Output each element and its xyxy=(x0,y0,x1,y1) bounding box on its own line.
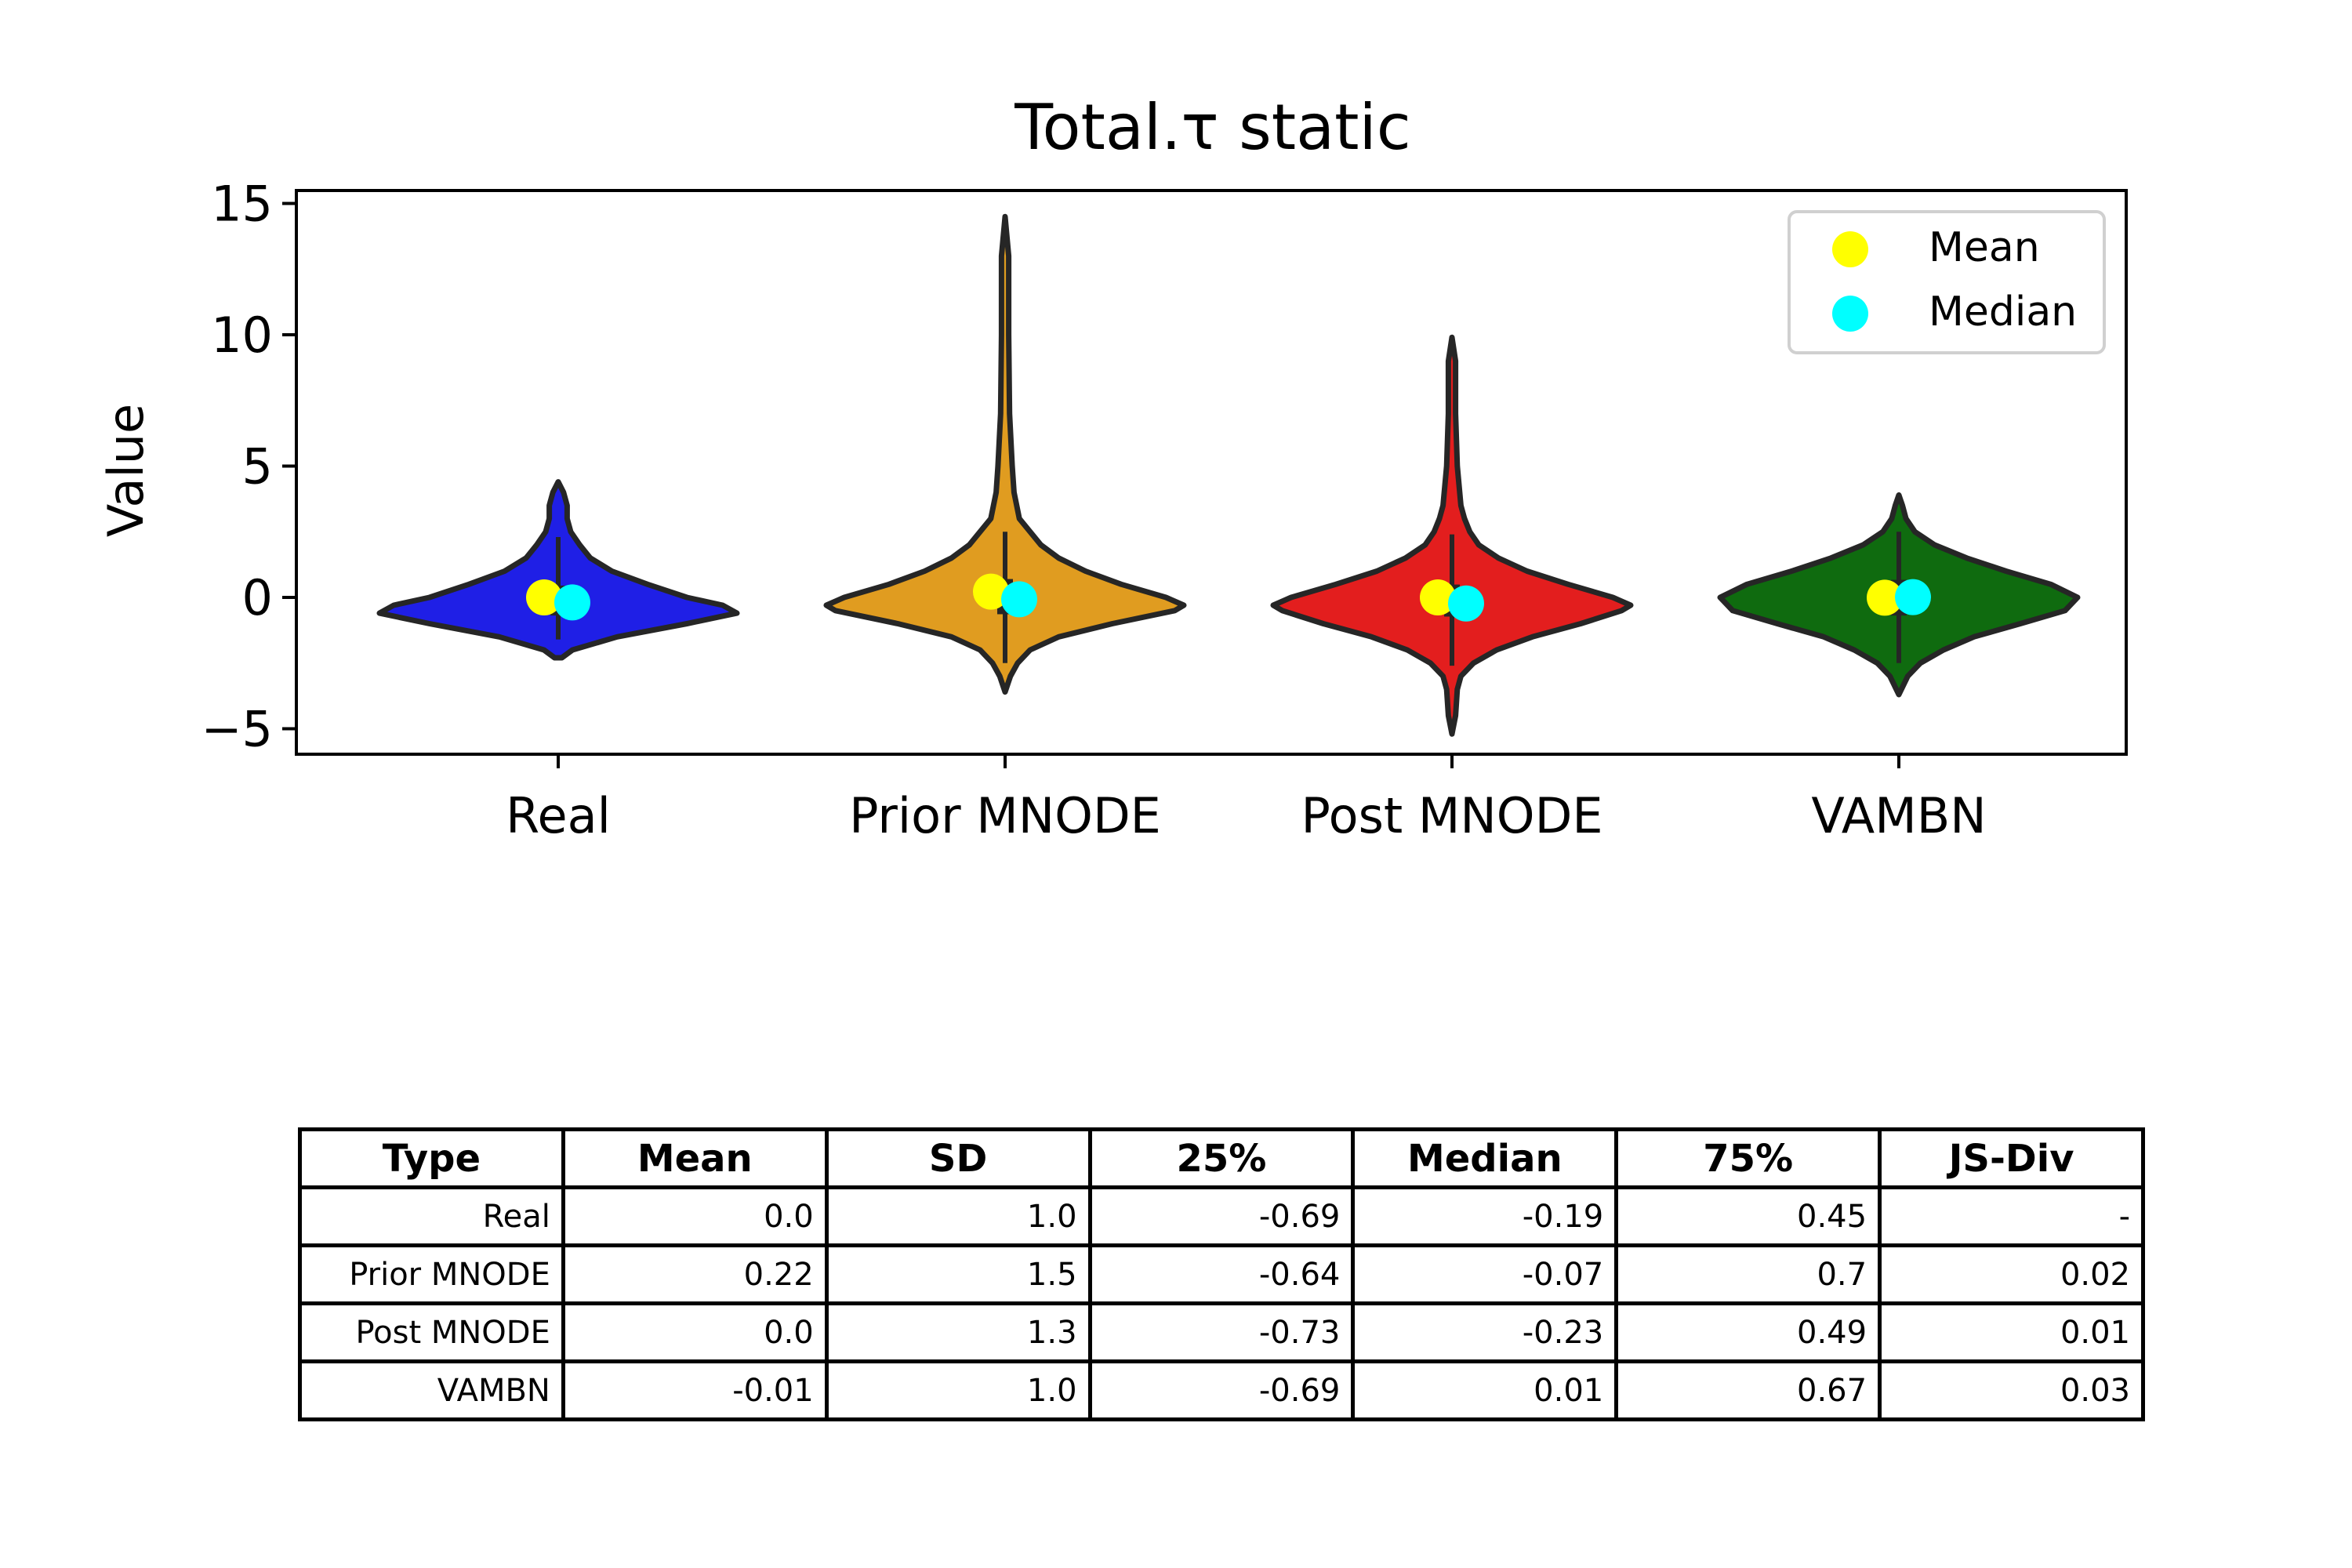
plot-area-frame xyxy=(295,189,2128,756)
header-q75: 75% xyxy=(1614,1127,1882,1189)
legend-median-marker xyxy=(1832,296,1868,332)
cell-mean: 0.0 xyxy=(561,1185,829,1247)
header-type: Type xyxy=(298,1127,565,1189)
cell-mean: 0.22 xyxy=(561,1243,829,1305)
cell-js-div: 0.01 xyxy=(1878,1301,2145,1363)
median-marker xyxy=(554,584,590,621)
header-js-div: JS-Div xyxy=(1878,1127,2145,1189)
mean-marker xyxy=(1420,579,1456,615)
median-marker xyxy=(1448,585,1484,622)
violin-body xyxy=(823,213,1187,695)
y-axis-label: Value xyxy=(97,404,154,537)
mean-marker xyxy=(973,573,1009,610)
cell-sd: 1.3 xyxy=(824,1301,1092,1363)
y-tick-label: 0 xyxy=(242,569,273,626)
cell-q75: 0.67 xyxy=(1614,1359,1882,1421)
cell-q25: -0.73 xyxy=(1087,1301,1356,1363)
cell-type: Prior MNODE xyxy=(298,1243,565,1305)
violin-prior-mnode xyxy=(823,213,1187,695)
cell-mean: -0.01 xyxy=(561,1359,829,1421)
cell-sd: 1.0 xyxy=(824,1359,1092,1421)
cell-q75: 0.45 xyxy=(1614,1185,1882,1247)
cell-js-div: 0.03 xyxy=(1878,1359,2145,1421)
cell-q25: -0.69 xyxy=(1087,1359,1356,1421)
x-tick-label: VAMBN xyxy=(1811,787,1986,844)
cell-mean: 0.0 xyxy=(561,1301,829,1363)
violin-chart: Total.τ static Value 15 10 5 0 −5 Real Prior M… xyxy=(97,91,2128,844)
violin-vambn xyxy=(1717,492,2081,698)
cell-q75: 0.49 xyxy=(1614,1301,1882,1363)
cell-median: 0.01 xyxy=(1351,1359,1619,1421)
x-tick-label: Post MNODE xyxy=(1301,787,1602,844)
cell-median: -0.19 xyxy=(1351,1185,1619,1247)
cell-js-div: 0.02 xyxy=(1878,1243,2145,1305)
y-tick-label: 5 xyxy=(242,438,273,495)
y-tick-label: −5 xyxy=(201,701,273,758)
cell-js-div: - xyxy=(1878,1185,2145,1247)
cell-type: Real xyxy=(298,1185,565,1247)
table-row: Post MNODE 0.0 1.3 -0.73 -0.23 0.49 0.01 xyxy=(298,1301,2145,1363)
table-row: Prior MNODE 0.22 1.5 -0.64 -0.07 0.7 0.0… xyxy=(298,1243,2145,1305)
header-mean: Mean xyxy=(561,1127,829,1189)
header-median: Median xyxy=(1351,1127,1619,1189)
cell-q75: 0.7 xyxy=(1614,1243,1882,1305)
legend-mean-label: Mean xyxy=(1929,224,2040,271)
cell-type: Post MNODE xyxy=(298,1301,565,1363)
mean-marker xyxy=(1867,579,1903,616)
cell-median: -0.07 xyxy=(1351,1243,1619,1305)
x-tick-label: Prior MNODE xyxy=(849,787,1161,844)
legend-mean-marker xyxy=(1832,231,1868,267)
table-row: VAMBN -0.01 1.0 -0.69 0.01 0.67 0.03 xyxy=(298,1359,2145,1421)
chart-title: Total.τ static xyxy=(1014,91,1411,164)
cell-sd: 1.5 xyxy=(824,1243,1092,1305)
median-marker xyxy=(1895,579,1931,615)
x-tick-label: Real xyxy=(506,787,611,844)
legend-median-label: Median xyxy=(1929,289,2077,336)
cell-type: VAMBN xyxy=(298,1359,565,1421)
cell-q25: -0.69 xyxy=(1087,1185,1356,1247)
cell-sd: 1.0 xyxy=(824,1185,1092,1247)
legend: Mean Median xyxy=(1788,210,2106,354)
table-header-row: Type Mean SD 25% Median 75% JS-Div xyxy=(298,1127,2145,1189)
stats-table: Type Mean SD 25% Median 75% JS-Div Real … xyxy=(298,1127,2145,1421)
mean-marker xyxy=(526,579,562,615)
header-sd: SD xyxy=(824,1127,1092,1189)
median-marker xyxy=(1001,581,1037,618)
table-row: Real 0.0 1.0 -0.69 -0.19 0.45 - xyxy=(298,1185,2145,1247)
violin-real xyxy=(376,479,740,661)
y-tick-label: 10 xyxy=(211,307,273,364)
violin-post-mnode xyxy=(1270,334,1634,737)
cell-q25: -0.64 xyxy=(1087,1243,1356,1305)
y-tick-label: 15 xyxy=(211,176,273,233)
header-q25: 25% xyxy=(1087,1127,1356,1189)
cell-median: -0.23 xyxy=(1351,1301,1619,1363)
